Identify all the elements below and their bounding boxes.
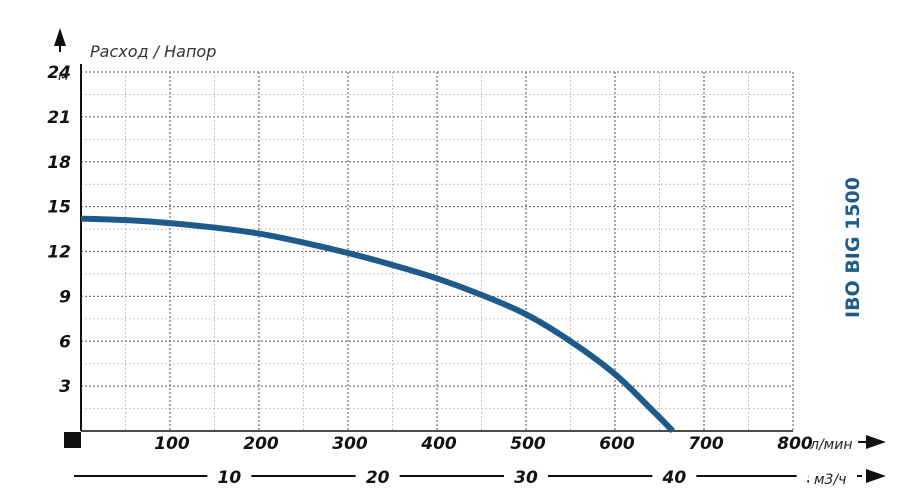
y-tick-label: 3 (59, 377, 71, 397)
x-tick-label: 600 (599, 434, 635, 454)
y-tick-label: 12 (47, 243, 71, 263)
x2-tick-label-bg (207, 466, 252, 486)
x-tick-label: 400 (420, 434, 457, 454)
y-tick-label: 18 (47, 153, 71, 173)
y-axis-arrow (54, 28, 66, 46)
x-tick-label: 700 (688, 434, 724, 454)
axes (54, 28, 886, 483)
x2-tick-label: 40 (661, 468, 686, 488)
x-tick-label: 300 (332, 434, 368, 454)
x-axis-unit: л/мин (809, 437, 852, 453)
x2-axis-unit: м3/ч (814, 472, 846, 488)
x2-axis-tick-labels: 1020304050 (207, 466, 857, 488)
x2-tick-label-bg (504, 466, 548, 486)
x-tick-label: 100 (154, 434, 190, 454)
series-curves (80, 215, 675, 434)
y-tick-label: 21 (47, 108, 71, 128)
x-axis-tick-labels: 100 200 300 400 500 600 700 800 (154, 434, 813, 454)
y-axis-tick-labels: 24 21 18 15 12 9 6 3 (47, 63, 71, 397)
grid-lines (81, 71, 794, 431)
chart-caption: Расход / Напор (90, 42, 216, 61)
y-tick-label: 6 (59, 332, 71, 352)
x-tick-label: 200 (243, 434, 279, 454)
x2-tick-label: 30 (514, 468, 538, 488)
series-line (80, 215, 675, 434)
x2-tick-label: 20 (366, 468, 390, 488)
x-axis-arrow (866, 435, 886, 449)
y-tick-label: 15 (47, 198, 71, 218)
x2-axis-arrow (866, 469, 886, 483)
y-tick-label: 24 (47, 63, 71, 83)
x-tick-label: 500 (510, 434, 546, 454)
y-axis-unit: м (58, 68, 69, 84)
x2-tick-label-bg (652, 466, 697, 486)
y-tick-label: 9 (59, 287, 71, 307)
x-tick-label: 800 (777, 434, 813, 454)
model-title: IBO BIG 1500 (842, 177, 864, 318)
origin-marker (64, 432, 81, 448)
x2-tick-label: 10 (217, 468, 241, 488)
x2-tick-label-bg (355, 466, 400, 486)
x2-unit-bg (809, 466, 857, 486)
